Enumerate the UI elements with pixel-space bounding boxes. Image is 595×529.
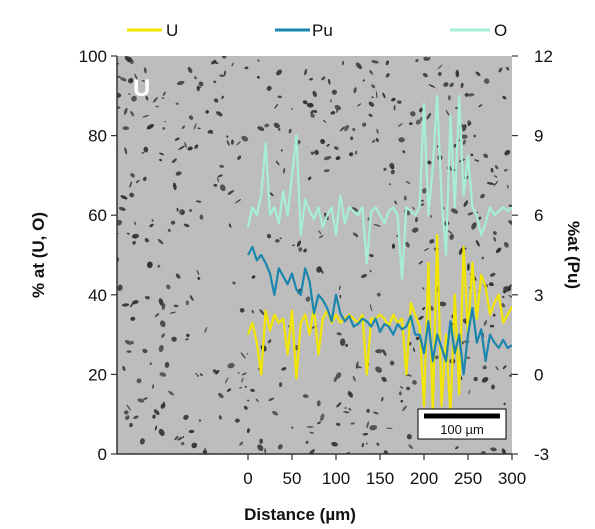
x-tick-label: 150 [366, 469, 394, 488]
right-tick-label: 6 [534, 206, 543, 225]
x-axis-ticks: 0 50 100 150 200 250 300 [243, 454, 526, 488]
right-tick-label: 9 [534, 127, 543, 146]
series-line-o [246, 94, 512, 280]
micrograph-background [117, 56, 512, 454]
y-axis-title-left: % at (U, O) [29, 212, 48, 298]
right-tick-label: -3 [534, 445, 549, 464]
axes: 0 20 40 60 80 100 -3 0 3 6 9 12 0 50 100 150 200 250 300 [79, 47, 553, 488]
x-tick-label: 200 [410, 469, 438, 488]
x-tick-label: 250 [454, 469, 482, 488]
left-tick-label: 40 [88, 286, 107, 305]
y-axis-title-right: %at (Pu) [564, 221, 583, 289]
series-layer [246, 94, 512, 416]
left-tick-label: 60 [88, 206, 107, 225]
x-tick-label: 100 [322, 469, 350, 488]
x-tick-label: 300 [498, 469, 526, 488]
legend-label-pu: Pu [312, 21, 333, 40]
left-tick-label: 80 [88, 127, 107, 146]
scale-bar-label: 100 µm [440, 422, 484, 437]
right-tick-label: 0 [534, 365, 543, 384]
legend-label-o: O [494, 21, 507, 40]
right-axis-ticks: -3 0 3 6 9 12 [512, 47, 553, 464]
legend: U Pu O [127, 21, 507, 40]
right-tick-label: 12 [534, 47, 553, 66]
micrograph-grain [117, 56, 512, 454]
x-tick-label: 50 [283, 469, 302, 488]
x-axis-title: Distance (µm) [244, 505, 356, 524]
left-tick-label: 100 [79, 47, 107, 66]
x-tick-label: 0 [243, 469, 252, 488]
series-line-pu [247, 245, 512, 376]
legend-label-u: U [166, 21, 178, 40]
left-axis-ticks: 0 20 40 60 80 100 [79, 47, 117, 464]
panel-label: U [133, 75, 150, 102]
scale-bar: 100 µm [417, 408, 507, 440]
right-tick-label: 3 [534, 286, 543, 305]
left-tick-label: 0 [98, 445, 107, 464]
left-tick-label: 20 [88, 365, 107, 384]
